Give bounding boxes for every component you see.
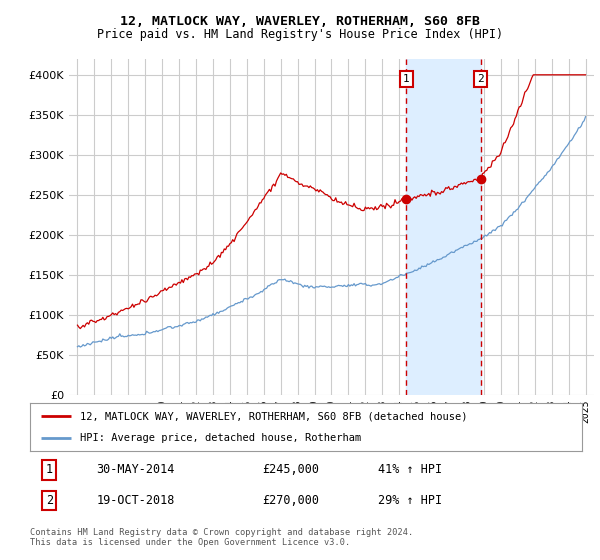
Text: This data is licensed under the Open Government Licence v3.0.: This data is licensed under the Open Gov… [30,538,350,547]
Text: 19-OCT-2018: 19-OCT-2018 [96,494,175,507]
Text: £245,000: £245,000 [262,463,319,476]
Text: 29% ↑ HPI: 29% ↑ HPI [378,494,442,507]
Text: 1: 1 [46,463,53,476]
Text: 41% ↑ HPI: 41% ↑ HPI [378,463,442,476]
Text: HPI: Average price, detached house, Rotherham: HPI: Average price, detached house, Roth… [80,433,361,443]
Text: Contains HM Land Registry data © Crown copyright and database right 2024.: Contains HM Land Registry data © Crown c… [30,528,413,536]
Text: £270,000: £270,000 [262,494,319,507]
Text: 1: 1 [403,74,410,84]
Text: 12, MATLOCK WAY, WAVERLEY, ROTHERHAM, S60 8FB: 12, MATLOCK WAY, WAVERLEY, ROTHERHAM, S6… [120,15,480,28]
Text: 30-MAY-2014: 30-MAY-2014 [96,463,175,476]
Text: 2: 2 [477,74,484,84]
Text: 2: 2 [46,494,53,507]
Text: Price paid vs. HM Land Registry's House Price Index (HPI): Price paid vs. HM Land Registry's House … [97,28,503,41]
Text: 12, MATLOCK WAY, WAVERLEY, ROTHERHAM, S60 8FB (detached house): 12, MATLOCK WAY, WAVERLEY, ROTHERHAM, S6… [80,411,467,421]
Bar [406,59,481,395]
